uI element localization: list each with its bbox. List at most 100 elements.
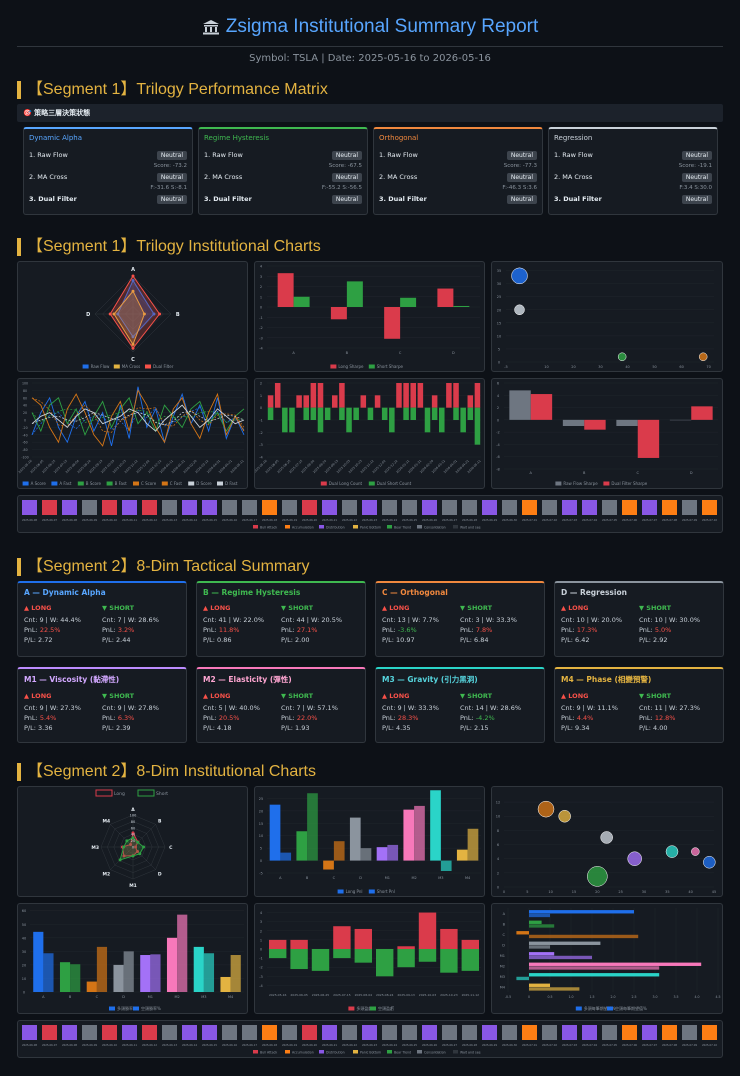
regime-cell xyxy=(42,1025,57,1040)
radar-point xyxy=(131,836,135,840)
short-pnl-bar xyxy=(376,949,394,977)
short-heading: ▼ SHORT xyxy=(281,604,314,612)
short-count-bar xyxy=(282,407,288,433)
score-note: F:-31.6 S:-8.1 xyxy=(150,185,187,191)
y-tick-label: 0 xyxy=(23,991,25,995)
y-tick-label: B xyxy=(503,922,506,926)
dim-card: B — Regime Hysteresis ▲ LONG Cnt: 41 | W: … xyxy=(196,581,366,657)
regime-cell xyxy=(42,500,57,515)
x-tick-label: C xyxy=(637,471,640,475)
pnl-line: PnL: 6.3% xyxy=(102,713,180,723)
x-tick-label: 2025-10-03 xyxy=(419,993,437,997)
short-count-bar xyxy=(381,407,388,420)
x-tick-label: M2 xyxy=(175,995,180,999)
legend-label: C Score xyxy=(141,481,157,486)
x-tick-label: M2 xyxy=(412,876,417,880)
y-tick-label: -1 xyxy=(259,419,263,423)
pl-line: P/L: 2.00 xyxy=(281,636,310,644)
regime-date-label: 2025-06-24 xyxy=(382,518,397,522)
regime-date-label: 2025-06-17 xyxy=(242,1043,257,1047)
count-win-line: Cnt: 9 | W: 27.8% xyxy=(102,704,159,712)
y-tick-label: 12 xyxy=(496,801,500,805)
radar-axis-label: M2 xyxy=(102,872,110,878)
pl-line: P/L: 4.18 xyxy=(203,724,232,732)
dim-columns: ▲ LONG Cnt: 5 | W: 40.0% PnL: 20.5% P/L: 4.… xyxy=(203,692,359,733)
x-tick-label: 2025-06-25 xyxy=(312,993,330,997)
legend-swatch xyxy=(22,481,29,486)
legend-label: Dual Filter Sharpe xyxy=(611,481,647,486)
scatter-point xyxy=(698,352,708,362)
regime-cell xyxy=(402,1025,417,1040)
segment2-charts-heading: 【Segment 2】8-Dim Institutional Charts xyxy=(17,763,316,781)
expectancy-bar xyxy=(529,955,592,960)
x-tick-label: 50 xyxy=(652,365,656,369)
dim-pnl-bar xyxy=(403,809,415,861)
regime-date-label: 2025-07-01 xyxy=(522,518,537,522)
status-badge: Neutral xyxy=(681,172,712,182)
legend-label: C Fast xyxy=(170,481,183,486)
scatter-point xyxy=(514,304,525,316)
pnl-value: 17.3% xyxy=(576,626,598,634)
regime-strip-2-svg: 2025-06-08 2025-06-07 2025-06-08 2025-06-09… xyxy=(22,1025,717,1054)
y-tick-label: -2 xyxy=(259,966,263,970)
radar-point xyxy=(136,850,140,854)
pnl-line: PnL: 17.3% xyxy=(561,625,639,635)
regime-cell xyxy=(702,500,717,515)
regime-date-label: 2025-06-11 xyxy=(122,518,137,522)
x-tick-label: 40 xyxy=(625,365,629,369)
y-tick-label: 1 xyxy=(260,938,262,942)
regime-cell xyxy=(22,500,37,515)
legend-label: Bear Trend xyxy=(394,1050,411,1054)
regime-date-label: 2025-06-18 xyxy=(262,518,277,522)
scatter-point xyxy=(617,352,627,362)
status-badge: Neutral xyxy=(331,194,362,204)
pnl-line: PnL: 4.4% xyxy=(561,713,639,723)
pnl-line: PnL: 22.5% xyxy=(24,625,102,635)
report-header: Zsigma Institutional Summary Report xyxy=(0,0,740,38)
pnl-label: PnL: xyxy=(382,714,398,722)
dim-pnl-bar xyxy=(333,841,345,861)
y-tick-label: 5 xyxy=(498,347,500,351)
regime-cell xyxy=(62,500,77,515)
score-note: Score: -77.3 xyxy=(503,163,537,169)
radar-ring-label: 100 xyxy=(130,814,137,818)
score-line-chart: 100 80 60 40 20 0 -20 -40 -60 -80 -100 2025-05-16 20… xyxy=(17,378,248,489)
regime-date-label: 2025-06-29 xyxy=(482,518,497,522)
y-tick-label: 1 xyxy=(260,295,262,299)
y-tick-label: -60 xyxy=(22,441,27,445)
y-tick-label: -5 xyxy=(259,872,263,876)
x-tick-label: 2.0 xyxy=(610,995,615,999)
short-pnl-bar xyxy=(461,949,479,971)
strategy-name: Orthogonal xyxy=(379,134,419,142)
x-tick-label: B xyxy=(306,876,309,880)
radar-ring-label: 80 xyxy=(131,820,135,824)
winrate-bar xyxy=(33,931,44,992)
regime-cell xyxy=(662,500,677,515)
legend-label: Short xyxy=(156,791,168,797)
dim-expectancy-hbar-chart: -0.5 0 0.5 1.0 1.5 2.0 2.5 3.0 3.5 4.0 4.5 A B C D M1 M2… xyxy=(491,903,723,1014)
dual-count-bar-chart: 2 1 0 -1 -2 -3 -4 2025-05-16 2025-06-05 2025-06-2… xyxy=(254,378,485,489)
regime-cell xyxy=(662,1025,677,1040)
regime-date-label: 2025-06-25 xyxy=(402,1043,417,1047)
y-tick-label: 20 xyxy=(259,809,263,813)
regime-cell xyxy=(242,500,257,515)
radar-axis-label: M1 xyxy=(129,883,137,889)
dim-pnl-bar-chart: 25 20 15 10 5 0 -5 A B C D M1 M2 M3 M4 Long Pnl Short Pn… xyxy=(254,786,485,897)
y-tick-label: 25 xyxy=(259,797,263,801)
y-tick-label: A xyxy=(503,912,506,916)
x-tick-label: 10 xyxy=(548,890,552,894)
dim-scatter-chart: 12 10 8 6 4 2 0 0 5 10 15 20 25 30 35 40 45 xyxy=(491,786,723,897)
sharpe-bar xyxy=(453,305,470,307)
dim-columns: ▲ LONG Cnt: 10 | W: 20.0% PnL: 17.3% P/L: 6… xyxy=(561,604,717,645)
y-tick-label: 10 xyxy=(22,977,26,981)
pl-line: P/L: 6.84 xyxy=(460,636,489,644)
radar-point xyxy=(118,858,122,862)
pnl-line: PnL: 11.8% xyxy=(203,625,281,635)
pnl-label: PnL: xyxy=(102,626,118,634)
pl-line: P/L: 4.00 xyxy=(639,724,668,732)
short-heading: ▼ SHORT xyxy=(102,692,135,700)
y-tick-label: 3 xyxy=(260,275,262,279)
x-tick-label: 30 xyxy=(642,890,646,894)
layer-label: 1. Raw Flow xyxy=(204,151,243,159)
legend-swatch xyxy=(137,789,155,797)
